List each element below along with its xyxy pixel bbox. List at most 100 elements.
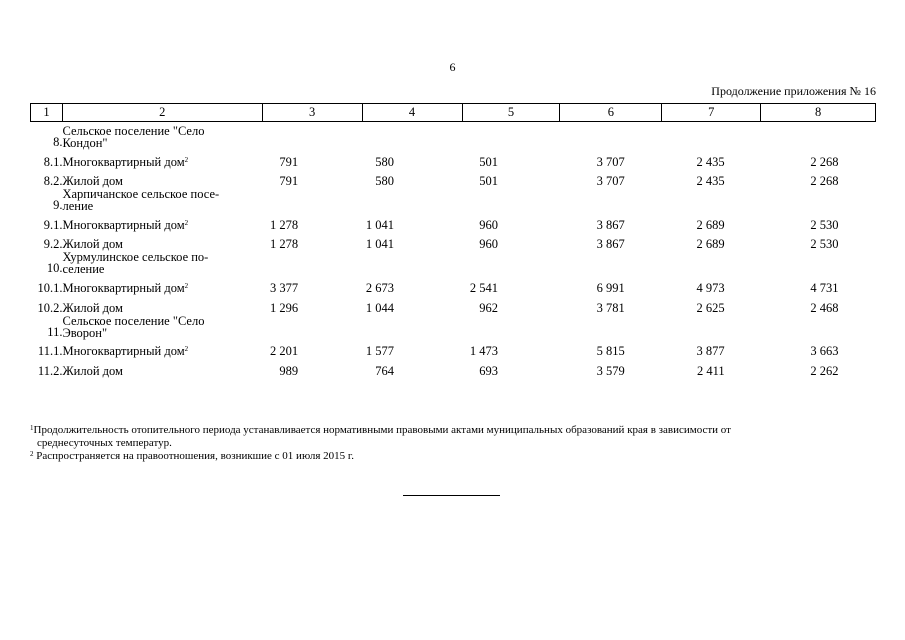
row-number: 9.1. (43, 217, 63, 232)
row-number: 11.2. (37, 363, 63, 378)
value-cell: 1 041 (365, 217, 395, 232)
column-header: 2 (61, 103, 263, 122)
column-header: 3 (261, 103, 363, 122)
row-name-text: Многоквартирный дом (62, 344, 185, 359)
footnote-mark: 1 (30, 424, 34, 432)
value-cell: 3 867 (596, 237, 625, 252)
value-cell: 2 435 (696, 154, 725, 169)
row-name-text: Жилой дом (62, 174, 123, 189)
continuation-label: Продолжение приложения № 16 (711, 84, 876, 98)
end-rule (403, 495, 500, 496)
row-name: Жилой дом (62, 295, 262, 315)
row-number: 11. (47, 324, 63, 339)
value-cell: 1 473 (469, 344, 498, 359)
table-row: 8.1. Многоквартирный дом2 791 580 501 3 707 2 … (31, 149, 876, 169)
value-cell: 3 877 (696, 344, 725, 359)
table-row: 11.1. Многоквартирный дом2 2 201 1 577 1 473… (31, 339, 876, 359)
table-row: 10.2. Жилой дом 1 296 1 044 962 3 781 2 625 2 4… (31, 295, 876, 315)
row-name-line: Сельское поселение "Село (62, 313, 205, 328)
value-cell: 764 (375, 363, 395, 378)
footnote-2: 2 Распространяется на правоотношения, во… (30, 450, 876, 463)
table-row: 11.2. Жилой дом 989 764 693 3 579 2 411 2 262 (31, 358, 876, 378)
row-number: 10.2. (37, 300, 63, 315)
row-name: Жилой дом (62, 232, 262, 252)
empty-cell (262, 188, 875, 212)
value-cell: 3 579 (596, 363, 625, 378)
value-cell: 2 625 (696, 300, 725, 315)
value-cell: 580 (375, 154, 395, 169)
table-row: 9.2. Жилой дом 1 278 1 041 960 3 867 2 689 2 53… (31, 232, 876, 252)
value-cell: 2 268 (810, 154, 839, 169)
footnote-text: Продолжительность отопительного периода … (33, 424, 731, 436)
row-name: Многоквартирный дом2 (62, 149, 262, 169)
row-name-line: селение (62, 262, 105, 277)
footnote-ref: 2 (184, 281, 189, 290)
value-cell: 2 530 (810, 237, 839, 252)
table-row: 10.1. Многоквартирный дом2 3 377 2 673 2 541… (31, 275, 876, 295)
row-number: 8.2. (43, 174, 63, 189)
row-name-line: Кондон" (62, 136, 108, 150)
table-row: 8.2. Жилой дом 791 580 501 3 707 2 435 2 268 (31, 169, 876, 189)
value-cell: 2 530 (810, 217, 839, 232)
column-header: 1 (30, 103, 63, 122)
value-cell: 2 689 (696, 237, 725, 252)
row-name-text: Многоквартирный дом (62, 217, 185, 232)
table-row: 9.1. Многоквартирный дом2 1 278 1 041 960 3 8… (31, 212, 876, 232)
footnote-ref: 2 (184, 345, 189, 354)
value-cell: 2 435 (696, 174, 725, 189)
value-cell: 1 278 (269, 217, 299, 232)
column-header: 8 (760, 103, 876, 122)
column-header: 6 (559, 103, 663, 122)
row-name: Сельское поселение "Село Эворон" (62, 313, 262, 340)
value-cell: 3 781 (596, 300, 625, 315)
value-cell: 501 (479, 154, 498, 169)
row-name-line: ление (62, 199, 94, 214)
value-cell: 1 296 (269, 300, 299, 315)
value-cell: 4 731 (810, 280, 839, 295)
row-name: Жилой дом (62, 169, 262, 189)
column-header: 5 (461, 103, 561, 122)
empty-cell (262, 315, 875, 339)
row-name-text: Многоквартирный дом (62, 280, 185, 295)
value-cell: 2 201 (269, 344, 299, 359)
row-name: Многоквартирный дом2 (62, 339, 262, 359)
footnote-text-continued: среднесуточных температур. (37, 437, 172, 449)
value-cell: 3 867 (596, 217, 625, 232)
value-cell: 1 577 (365, 344, 395, 359)
row-number: 8.1. (43, 154, 63, 169)
value-cell: 2 411 (696, 363, 725, 378)
value-cell: 2 541 (469, 280, 498, 295)
value-cell: 501 (479, 174, 498, 189)
row-name-text: Жилой дом (62, 300, 123, 315)
value-cell: 5 815 (596, 344, 625, 359)
row-name-text: Многоквартирный дом (62, 154, 185, 169)
value-cell: 989 (279, 363, 299, 378)
data-table: 1 2 3 4 5 6 7 8 8. Сельское поселение "Се… (30, 103, 876, 378)
value-cell: 2 689 (696, 217, 725, 232)
footnotes: 1Продолжительность отопительного периода… (30, 424, 876, 463)
row-name: Сельское поселение "Село Кондон" (62, 122, 262, 150)
column-header: 7 (661, 103, 762, 122)
group-row: 8. Сельское поселение "Село Кондон" (31, 122, 876, 150)
value-cell: 3 707 (596, 154, 625, 169)
value-cell: 3 707 (596, 174, 625, 189)
value-cell: 3 663 (810, 344, 839, 359)
value-cell: 1 044 (365, 300, 395, 315)
value-cell: 791 (279, 154, 299, 169)
value-cell: 693 (479, 363, 498, 378)
value-cell: 1 041 (365, 237, 395, 252)
row-name-line: Сельское поселение "Село (62, 124, 205, 138)
row-name-line: Хурмулинское сельское по- (62, 250, 209, 265)
row-name: Многоквартирный дом2 (62, 275, 262, 295)
group-row: 11. Сельское поселение "Село Эворон" (31, 313, 876, 340)
footnote-mark: 2 (30, 450, 34, 458)
row-number: 9.2. (43, 237, 63, 252)
value-cell: 4 973 (696, 280, 725, 295)
row-name-line: Эворон" (62, 325, 108, 340)
value-cell: 3 377 (269, 280, 299, 295)
table-body: 8. Сельское поселение "Село Кондон" 8.1. Мно… (31, 122, 876, 378)
table-header-row: 1 2 3 4 5 6 7 8 (30, 103, 876, 122)
row-name: Хурмулинское сельское по-селение (62, 250, 262, 277)
value-cell: 580 (375, 174, 395, 189)
footnote-ref: 2 (184, 218, 189, 227)
